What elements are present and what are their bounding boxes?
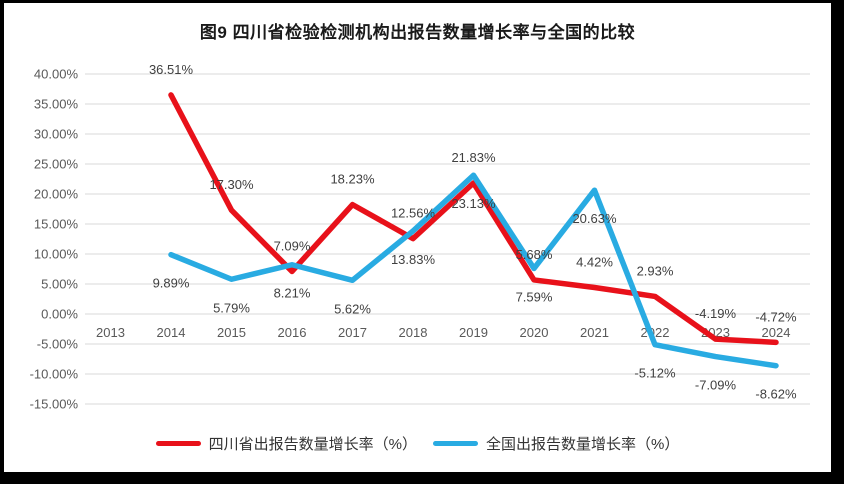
legend-item-national: 全国出报告数量增长率（%）: [433, 433, 679, 454]
data-label: 7.59%: [516, 289, 553, 304]
y-tick-label: -5.00%: [37, 337, 79, 352]
x-tick-label: 2013: [96, 325, 125, 340]
data-label: 13.83%: [391, 252, 436, 267]
data-label: 4.42%: [576, 254, 613, 269]
data-label: 21.83%: [451, 150, 496, 165]
y-tick-label: -15.00%: [30, 397, 79, 412]
data-label: -7.09%: [695, 378, 737, 393]
chart-legend: 四川省出报告数量增长率（%） 全国出报告数量增长率（%）: [4, 433, 831, 454]
y-tick-label: 35.00%: [34, 97, 79, 112]
y-tick-label: 15.00%: [34, 217, 79, 232]
y-tick-label: 5.00%: [41, 277, 78, 292]
x-tick-label: 2014: [157, 325, 186, 340]
legend-label-sichuan: 四川省出报告数量增长率（%）: [208, 436, 417, 453]
x-tick-label: 2018: [399, 325, 428, 340]
x-tick-label: 2024: [762, 325, 791, 340]
y-tick-label: -10.00%: [30, 367, 79, 382]
data-label: 23.13%: [451, 196, 496, 211]
data-label: 9.89%: [153, 276, 190, 291]
data-label: 5.62%: [334, 301, 371, 316]
data-label: 7.09%: [274, 238, 311, 253]
x-tick-label: 2021: [580, 325, 609, 340]
x-tick-label: 2017: [338, 325, 367, 340]
chart-canvas: 图9 四川省检验检测机构出报告数量增长率与全国的比较 40.00% 35.00% 3…: [4, 3, 831, 472]
y-tick-label: 20.00%: [34, 187, 79, 202]
y-tick-label: 40.00%: [34, 67, 79, 82]
data-label: -8.62%: [755, 387, 797, 402]
x-tick-label: 2015: [217, 325, 246, 340]
y-tick-label: 25.00%: [34, 157, 79, 172]
chart-title: 图9 四川省检验检测机构出报告数量增长率与全国的比较: [199, 23, 636, 42]
legend-line-swatch-blue: [433, 441, 478, 446]
line-chart-svg: 40.00% 35.00% 30.00% 25.00% 20.00% 15.00% 10.0…: [30, 62, 810, 412]
data-label: 17.30%: [209, 177, 254, 192]
series-line-sichuan: [168, 92, 779, 346]
legend-line-swatch-red: [155, 441, 201, 446]
data-label: 36.51%: [149, 62, 194, 77]
x-tick-label: 2020: [520, 325, 549, 340]
data-label: 5.79%: [213, 300, 250, 315]
data-label: 12.56%: [391, 206, 436, 221]
data-label: 5.68%: [516, 247, 553, 262]
data-label: -4.72%: [755, 309, 797, 324]
data-label: -4.19%: [695, 306, 737, 321]
series-line-national: [168, 172, 779, 369]
legend-item-sichuan: 四川省出报告数量增长率（%）: [155, 433, 417, 454]
x-tick-label: 2019: [459, 325, 488, 340]
y-tick-label: 30.00%: [34, 127, 79, 142]
y-tick-label: 10.00%: [34, 247, 79, 262]
y-tick-label: 0.00%: [41, 307, 78, 322]
data-label: 18.23%: [330, 172, 375, 187]
data-label: 20.63%: [572, 211, 617, 226]
x-tick-label: 2016: [278, 325, 307, 340]
legend-label-national: 全国出报告数量增长率（%）: [486, 436, 680, 453]
data-label: 8.21%: [274, 286, 311, 301]
data-label: -5.12%: [634, 366, 676, 381]
data-label: 2.93%: [637, 263, 674, 278]
